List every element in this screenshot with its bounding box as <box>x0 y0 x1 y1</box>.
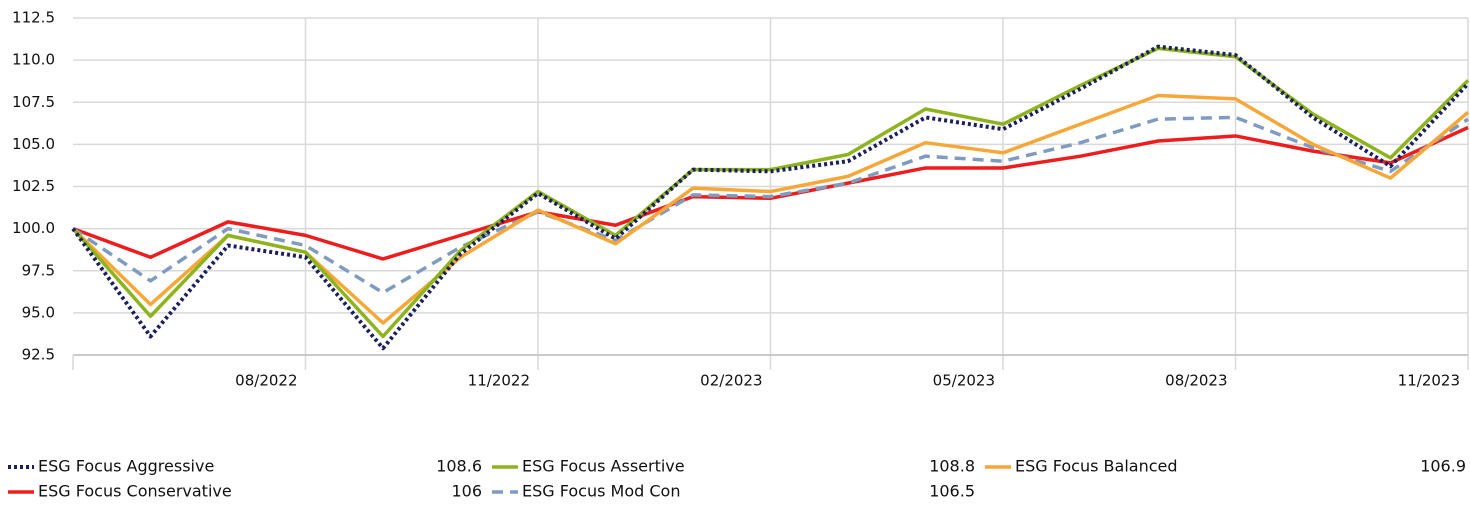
x-tick-label: 11/2023 <box>1398 372 1460 390</box>
y-tick-label: 107.5 <box>12 93 55 111</box>
legend-value: 106.9 <box>1420 457 1466 476</box>
legend-value: 108.6 <box>436 457 482 476</box>
legend-label: ESG Focus Assertive <box>522 457 685 476</box>
y-tick-label: 110.0 <box>12 51 55 69</box>
x-tick-label: 08/2023 <box>1165 372 1227 390</box>
y-tick-label: 97.5 <box>22 261 55 279</box>
legend-label: ESG Focus Mod Con <box>522 482 680 501</box>
y-tick-label: 92.5 <box>22 346 55 364</box>
legend-label: ESG Focus Balanced <box>1015 457 1178 476</box>
y-tick-label: 112.5 <box>12 9 55 27</box>
series-line <box>71 44 1470 351</box>
y-tick-label: 95.0 <box>22 303 55 321</box>
legend-value: 106 <box>451 482 482 501</box>
legend-label: ESG Focus Conservative <box>38 482 232 501</box>
x-tick-label: 08/2022 <box>235 372 297 390</box>
x-tick-label: 02/2023 <box>700 372 762 390</box>
y-tick-label: 105.0 <box>12 135 55 153</box>
y-tick-label: 102.5 <box>12 177 55 195</box>
y-tick-label: 100.0 <box>12 219 55 237</box>
legend-value: 106.5 <box>929 482 975 501</box>
legend-label: ESG Focus Aggressive <box>38 457 214 476</box>
x-tick-label: 11/2022 <box>468 372 530 390</box>
legend-value: 108.8 <box>929 457 975 476</box>
series-line <box>72 115 1469 295</box>
x-tick-label: 05/2023 <box>933 372 995 390</box>
